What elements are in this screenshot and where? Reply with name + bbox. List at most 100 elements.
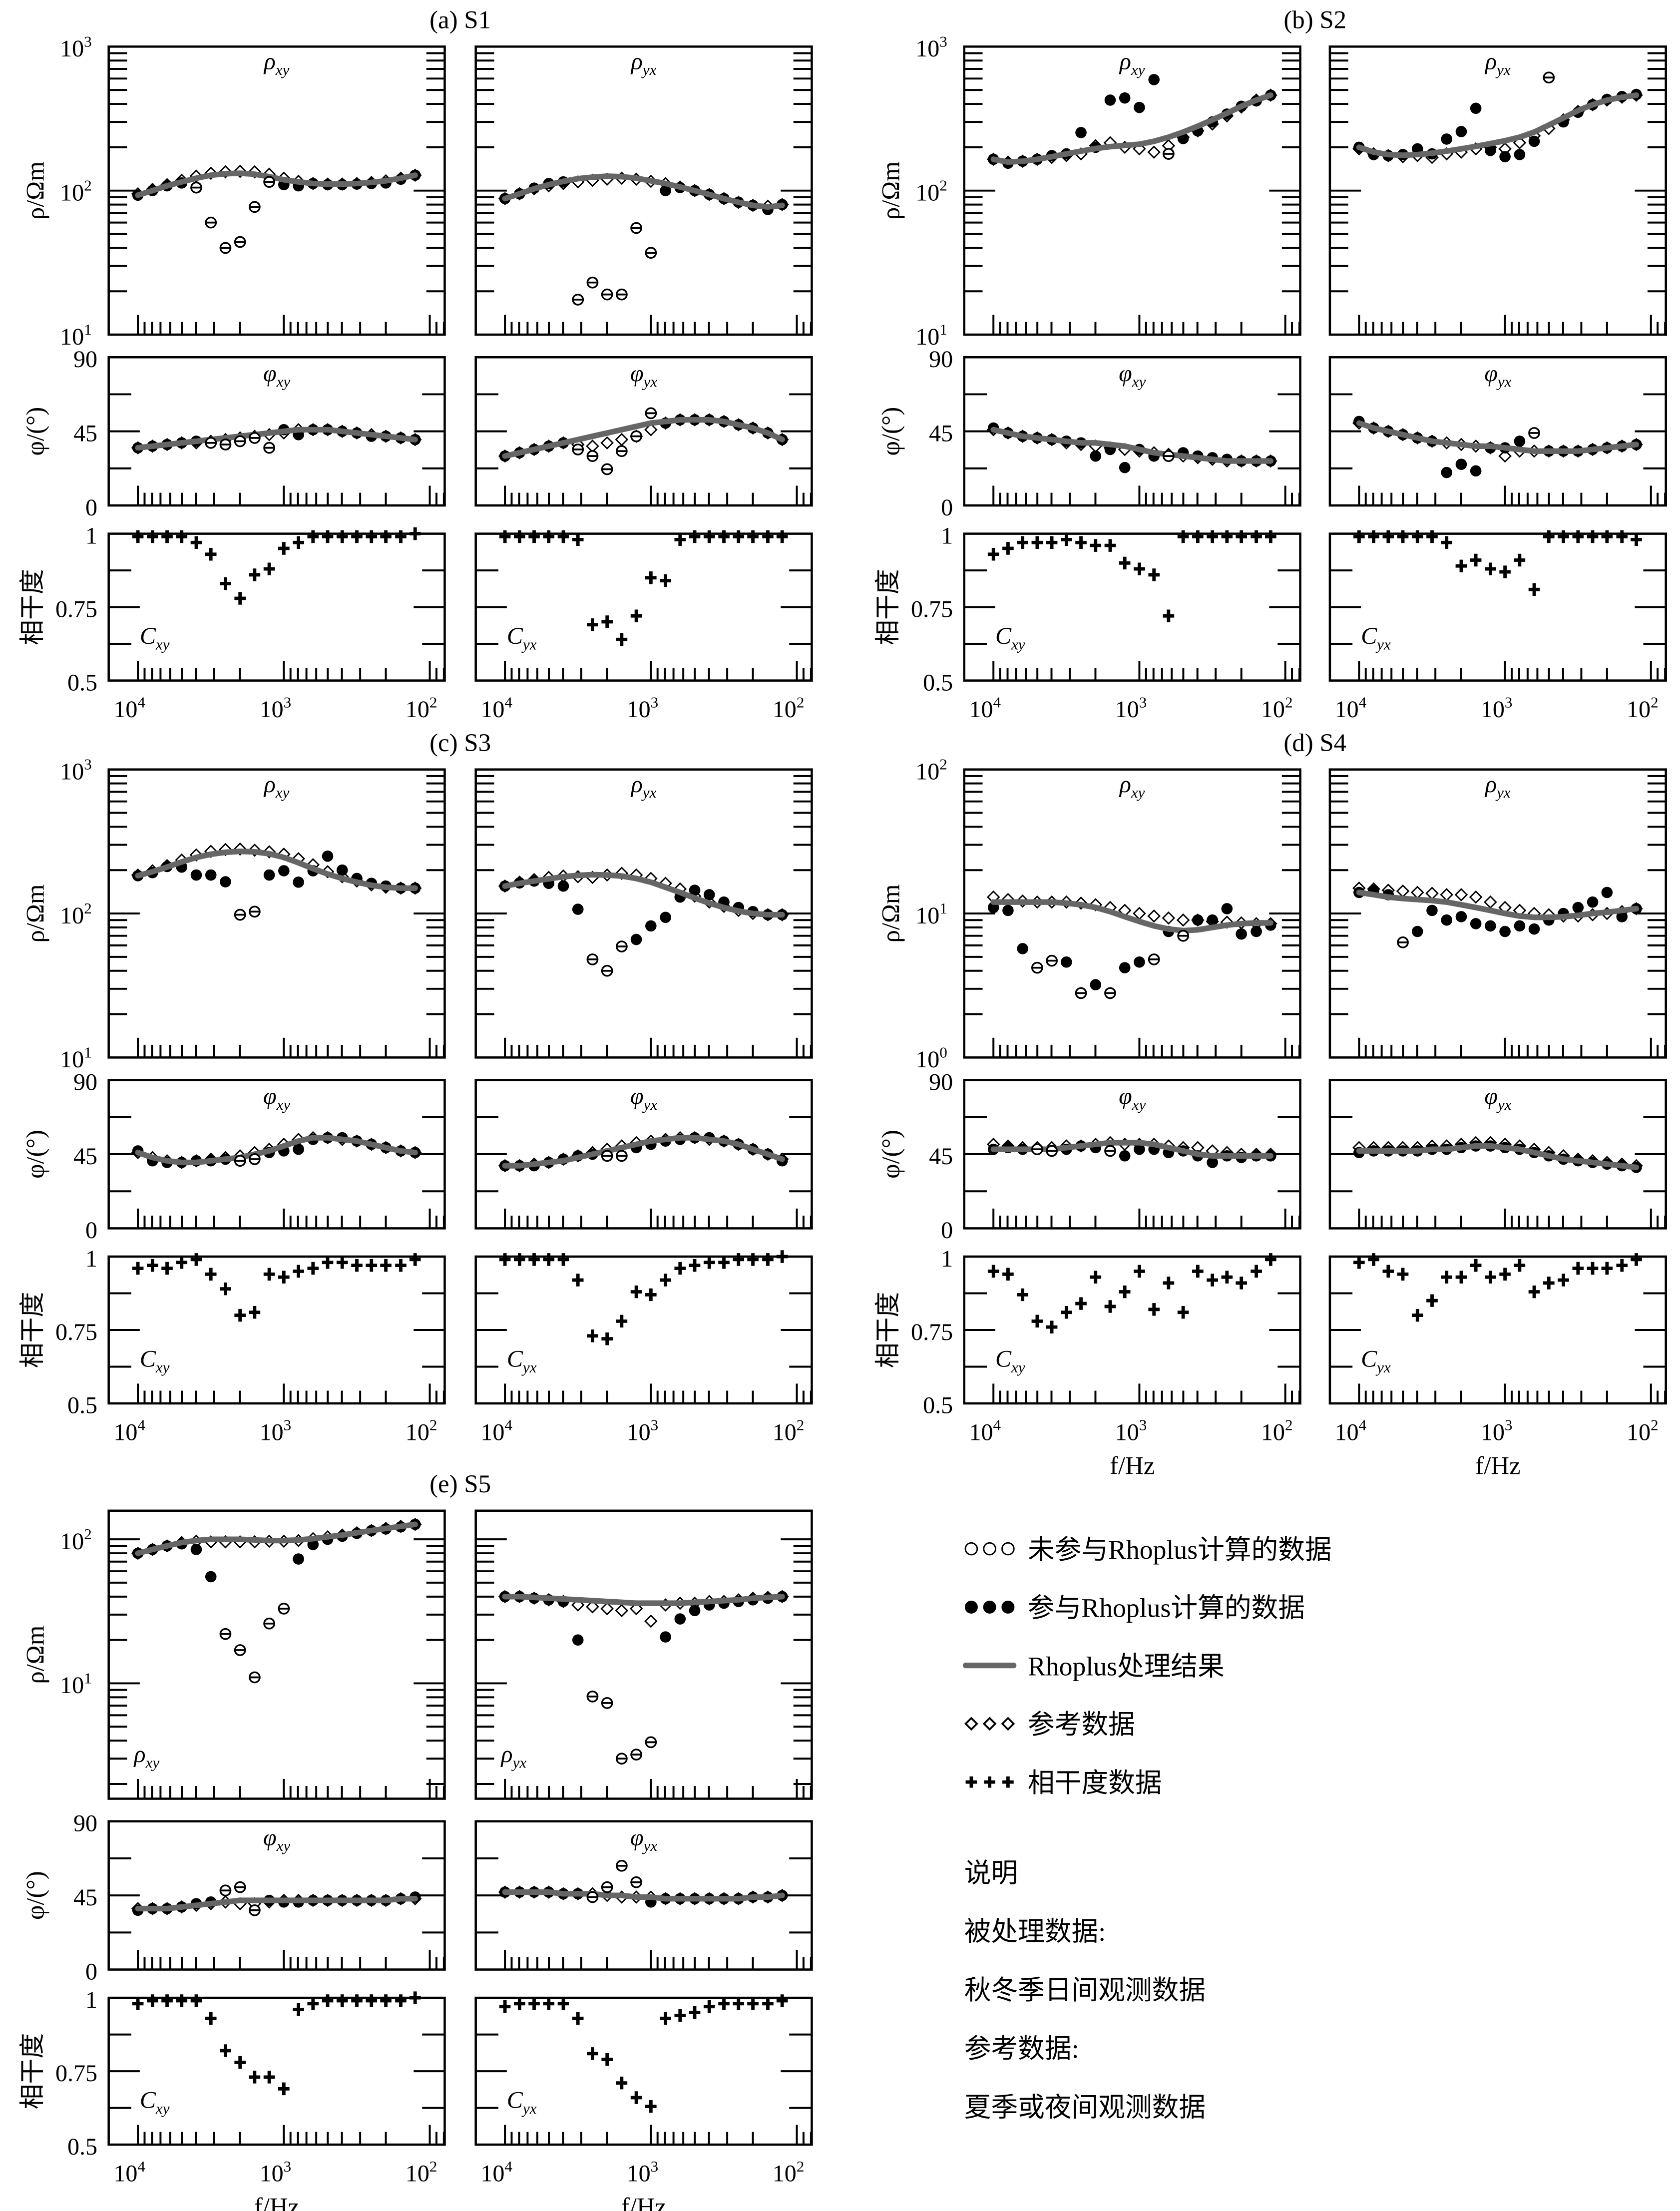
used-data-point	[1119, 1150, 1131, 1162]
coherence-point	[1601, 530, 1613, 543]
coherence-point	[1411, 530, 1423, 543]
tick-label-exponent: 2	[429, 693, 437, 711]
phase-xy-panel: φxy 90 45 0 φ/(°)	[22, 1810, 446, 1985]
tick-label: 101	[915, 321, 947, 350]
phase-yx-panel: φyx	[474, 356, 813, 507]
coherence-point	[161, 530, 173, 543]
tick-label: 102	[60, 177, 92, 206]
panel-label: φxy	[263, 1083, 290, 1113]
tick-label: 1	[85, 1987, 97, 2013]
coherence-point	[660, 2012, 671, 2025]
reference-data-point	[615, 433, 629, 446]
legend-item-plus: 相干度数据	[965, 1768, 1162, 1798]
panel-label: Cxy	[140, 1345, 170, 1375]
coherence-point	[514, 1997, 525, 2010]
tick-label-base: 10	[1627, 1419, 1651, 1445]
coherence-point	[1265, 1253, 1276, 1266]
used-data-point	[1587, 896, 1599, 908]
coherence-point	[660, 574, 671, 587]
tick-label: 102	[773, 2158, 805, 2187]
used-data-point	[322, 850, 334, 862]
coherence-point	[762, 1253, 774, 1266]
panel-label: φxy	[1119, 1083, 1146, 1113]
coherence-panel-frame	[1328, 532, 1667, 682]
tick-label-exponent: 2	[797, 1416, 805, 1434]
coherence-point	[1470, 1259, 1482, 1272]
reference-data-point	[1454, 888, 1468, 901]
rho-panel-frame	[107, 45, 446, 336]
coherence-point	[351, 1994, 363, 2007]
used-data-point	[1572, 901, 1584, 913]
used-data-point	[1470, 102, 1482, 114]
tick-label-base: 10	[1627, 696, 1651, 723]
tick-label: 102	[1627, 1416, 1659, 1446]
tick-label-base: 10	[60, 35, 84, 62]
tick-label-exponent: 2	[939, 177, 947, 194]
tick-label: 0.5	[67, 669, 97, 696]
tick-label: 101	[60, 1669, 92, 1699]
panel-label-subscript: xy	[155, 635, 170, 653]
used-data-point	[689, 884, 701, 896]
panel-label-subscript: xy	[276, 373, 291, 391]
coherence-point	[1397, 1268, 1409, 1281]
coherence-point	[1177, 530, 1189, 543]
coherence-panel-frame	[474, 1255, 813, 1405]
coherence-point	[147, 1259, 158, 1272]
tick-label: 0.5	[67, 1392, 97, 1419]
panel-label-symbol: ρ	[1484, 48, 1497, 75]
coherence-point	[1002, 1268, 1014, 1281]
tick-label-exponent: 2	[429, 2158, 437, 2175]
tick-label: 103	[627, 693, 659, 723]
rho-panel-frame	[474, 768, 813, 1059]
used-data-point	[1470, 465, 1482, 477]
tick-label-exponent: 2	[84, 177, 92, 194]
tick-label: 0	[85, 1958, 97, 1985]
tick-label-exponent: 3	[651, 693, 659, 711]
panel-label-subscript: yx	[642, 1837, 658, 1854]
used-data-point	[1119, 962, 1131, 973]
coherence-point	[528, 1997, 540, 2010]
panel-label: φyx	[630, 360, 657, 390]
rho-axis-title: ρ/Ωm	[877, 161, 905, 220]
used-data-point	[1470, 918, 1482, 929]
tick-label: 104	[969, 1416, 1001, 1446]
rho-panel-frame	[1328, 768, 1667, 1059]
reference-data-point	[1498, 449, 1512, 463]
tick-label-base: 10	[1481, 696, 1505, 723]
panel-label-symbol: C	[507, 1345, 523, 1372]
panel-label-subscript: xy	[155, 1358, 170, 1376]
tick-label-base: 10	[260, 1419, 284, 1445]
tick-label-exponent: 2	[1285, 693, 1293, 711]
panel-label-subscript: yx	[521, 635, 537, 653]
panel-label: ρyx	[1484, 771, 1511, 801]
panel-label-symbol: ρ	[263, 48, 276, 75]
coherence-point	[1192, 1265, 1204, 1278]
coherence-point	[1207, 530, 1218, 543]
coherence-point	[674, 1262, 686, 1275]
diamond-icon	[1001, 1717, 1015, 1731]
rho-panel-frame	[1328, 45, 1667, 336]
coherence-point	[1104, 1300, 1116, 1313]
station-title: (c) S3	[429, 729, 491, 757]
used-data-point	[220, 876, 231, 887]
panel-label: ρxy	[263, 48, 290, 78]
used-data-point	[1207, 914, 1218, 926]
panel-label-symbol: ρ	[1484, 771, 1497, 798]
coherence-point	[147, 1994, 158, 2007]
tick-label-base: 10	[60, 179, 84, 206]
tick-label: 0.5	[67, 2134, 97, 2160]
tick-label-base: 10	[113, 1419, 137, 1445]
phase-panel-frame	[107, 1079, 446, 1230]
coherence-point	[1572, 530, 1584, 543]
tick-label-exponent: 3	[284, 1416, 292, 1434]
coherence-point	[307, 1262, 319, 1275]
legend-label: 参与Rhoplus计算的数据	[1028, 1593, 1305, 1623]
panel-label-subscript: yx	[1496, 1096, 1512, 1113]
coherence-point	[293, 2003, 304, 2016]
coherence-point	[293, 536, 304, 549]
panel-label-symbol: ρ	[1119, 771, 1131, 798]
coherence-axis-title: 相干度	[19, 2033, 47, 2110]
coherence-point	[1616, 1259, 1628, 1272]
tick-label: 104	[480, 693, 512, 723]
